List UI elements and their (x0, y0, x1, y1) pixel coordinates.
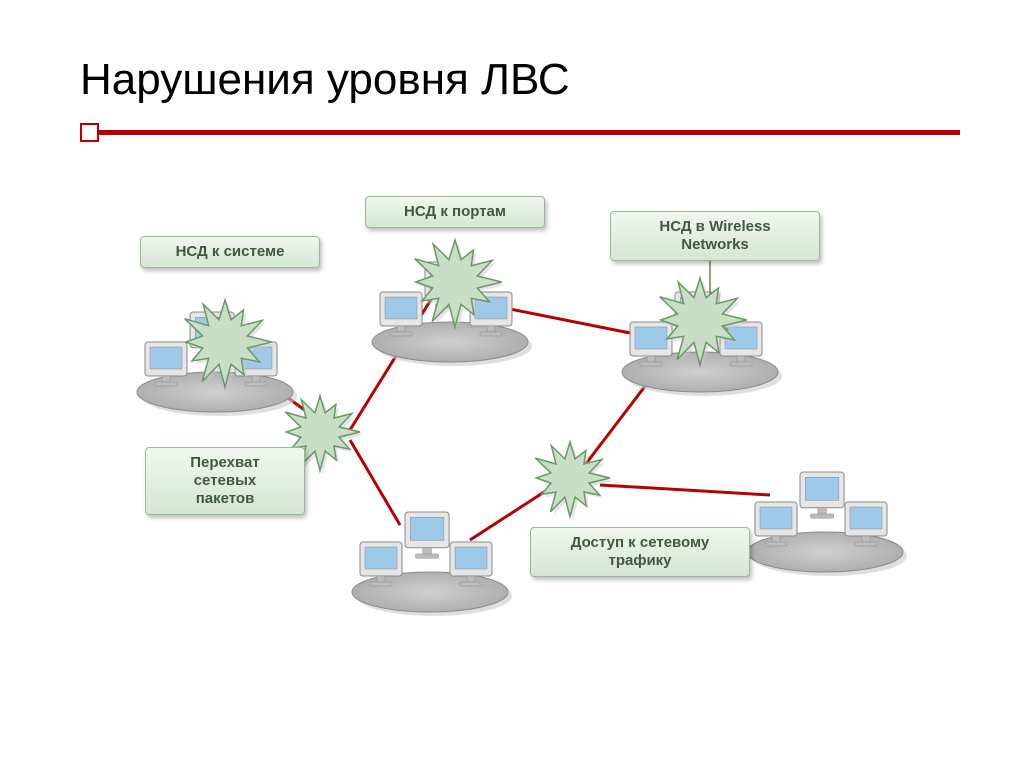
clusters-layer (137, 212, 907, 616)
threat-label-ports: НСД к портам (365, 196, 545, 228)
network-diagram-svg (0, 0, 1024, 767)
computer-cluster-c5 (747, 472, 907, 576)
connection-line (350, 440, 400, 525)
threat-label-packets: Перехват сетевых пакетов (145, 447, 305, 515)
threat-label-wireless: НСД в Wireless Networks (610, 211, 820, 261)
threat-label-system: НСД к системе (140, 236, 320, 268)
connection-line (600, 485, 770, 495)
threat-label-traffic: Доступ к сетевому трафику (530, 527, 750, 577)
burst-icon-b5 (535, 442, 610, 517)
